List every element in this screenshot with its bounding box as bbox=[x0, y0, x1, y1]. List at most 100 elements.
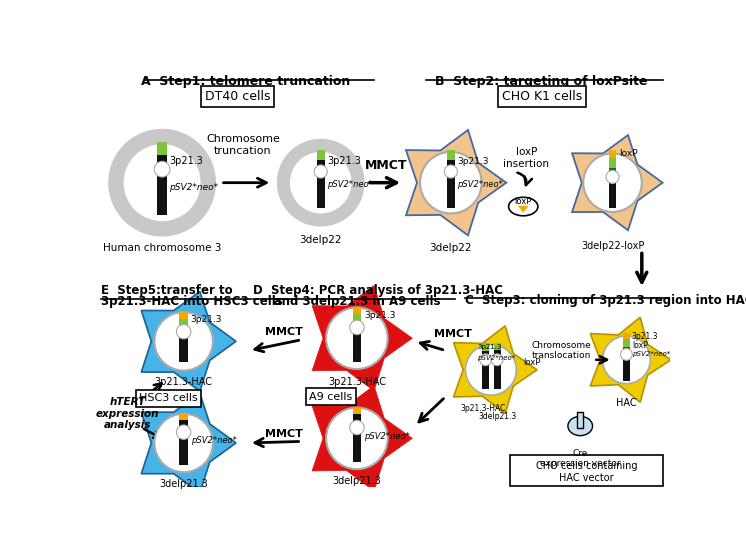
Text: loxP: loxP bbox=[515, 197, 532, 206]
Text: C  Step3: cloning of 3p21.3 region into HAC: C Step3: cloning of 3p21.3 region into H… bbox=[465, 294, 746, 306]
Bar bbox=[609, 158, 616, 168]
Bar bbox=[494, 343, 501, 350]
Bar bbox=[353, 423, 361, 432]
Text: 3delp21.3: 3delp21.3 bbox=[333, 476, 381, 486]
Polygon shape bbox=[312, 286, 413, 391]
Text: A9 cells: A9 cells bbox=[309, 392, 352, 401]
Text: Cre
expression vector: Cre expression vector bbox=[540, 449, 621, 468]
Bar bbox=[353, 408, 361, 415]
Bar bbox=[494, 343, 501, 389]
Bar bbox=[180, 327, 188, 333]
Text: pSV2*neo*: pSV2*neo* bbox=[327, 180, 373, 189]
Polygon shape bbox=[312, 386, 413, 491]
Text: 3p21.3: 3p21.3 bbox=[477, 344, 501, 350]
Text: 3p21.3: 3p21.3 bbox=[632, 332, 658, 341]
Text: 3p21.3: 3p21.3 bbox=[364, 311, 395, 319]
Text: B  Step2: targeting of loxPsite: B Step2: targeting of loxPsite bbox=[436, 75, 648, 88]
Text: 3p21.3: 3p21.3 bbox=[327, 156, 361, 166]
Bar bbox=[623, 347, 630, 353]
Text: pSV2*neo*: pSV2*neo* bbox=[169, 183, 218, 192]
Circle shape bbox=[606, 170, 619, 183]
Circle shape bbox=[480, 354, 492, 366]
Polygon shape bbox=[454, 326, 537, 414]
Text: pSV2*neo*: pSV2*neo* bbox=[477, 355, 515, 361]
Bar bbox=[157, 164, 166, 174]
Text: E  Step5:transfer to: E Step5:transfer to bbox=[101, 284, 233, 298]
Circle shape bbox=[177, 425, 191, 439]
Bar bbox=[447, 150, 455, 160]
Ellipse shape bbox=[154, 312, 213, 370]
Polygon shape bbox=[518, 206, 529, 213]
Ellipse shape bbox=[420, 152, 482, 213]
Bar bbox=[180, 428, 188, 437]
Bar bbox=[609, 150, 616, 208]
Polygon shape bbox=[590, 317, 671, 402]
Ellipse shape bbox=[466, 345, 516, 395]
Circle shape bbox=[350, 420, 364, 435]
Bar bbox=[609, 150, 616, 158]
Text: loxP: loxP bbox=[523, 358, 540, 368]
Bar bbox=[353, 313, 361, 322]
Text: pSV2*neo*: pSV2*neo* bbox=[190, 436, 236, 445]
Text: HAC: HAC bbox=[616, 398, 637, 408]
Text: loxP: loxP bbox=[632, 341, 648, 350]
Bar bbox=[482, 356, 489, 363]
Bar bbox=[353, 307, 361, 313]
Text: Human chromosome 3: Human chromosome 3 bbox=[103, 243, 222, 253]
Text: 3delp22: 3delp22 bbox=[430, 243, 472, 253]
Polygon shape bbox=[141, 393, 236, 493]
Ellipse shape bbox=[509, 197, 538, 216]
Bar bbox=[353, 407, 361, 414]
Text: loxP
insertion: loxP insertion bbox=[504, 147, 549, 169]
Bar bbox=[494, 356, 501, 363]
Circle shape bbox=[108, 129, 216, 237]
Bar bbox=[609, 168, 616, 174]
Circle shape bbox=[177, 324, 191, 339]
Text: pSV2*neo*: pSV2*neo* bbox=[632, 351, 670, 357]
Text: HSC3 cells: HSC3 cells bbox=[139, 393, 198, 403]
Text: MMCT: MMCT bbox=[365, 159, 407, 172]
Text: 3p21.3-HAC: 3p21.3-HAC bbox=[154, 377, 213, 387]
Circle shape bbox=[491, 354, 503, 366]
Bar bbox=[623, 333, 630, 381]
Circle shape bbox=[445, 165, 457, 178]
Text: loxP: loxP bbox=[619, 149, 638, 158]
Polygon shape bbox=[141, 292, 236, 391]
Text: and 3delp21.3 in A9 cells: and 3delp21.3 in A9 cells bbox=[253, 295, 440, 308]
Text: Chromosome
truncation: Chromosome truncation bbox=[206, 134, 280, 156]
Bar bbox=[157, 142, 166, 155]
Ellipse shape bbox=[326, 307, 388, 369]
Polygon shape bbox=[572, 135, 662, 230]
Circle shape bbox=[350, 320, 364, 335]
Text: hTERT
expression
analysis: hTERT expression analysis bbox=[95, 397, 159, 430]
Bar bbox=[353, 307, 361, 362]
Bar bbox=[180, 312, 188, 363]
Ellipse shape bbox=[326, 408, 388, 469]
Text: 3p21.3: 3p21.3 bbox=[457, 156, 489, 166]
Bar bbox=[353, 322, 361, 329]
Ellipse shape bbox=[568, 416, 592, 435]
Text: D  Step4: PCR analysis of 3p21.3-HAC: D Step4: PCR analysis of 3p21.3-HAC bbox=[253, 284, 503, 298]
Circle shape bbox=[314, 165, 327, 178]
Circle shape bbox=[277, 139, 365, 226]
Bar bbox=[447, 150, 455, 208]
Bar bbox=[447, 167, 455, 176]
Ellipse shape bbox=[154, 414, 213, 472]
Circle shape bbox=[154, 161, 170, 177]
Text: MMCT: MMCT bbox=[434, 329, 471, 339]
Text: CHO cells containing
HAC vector: CHO cells containing HAC vector bbox=[536, 462, 637, 483]
Text: 3p21.3-HAC: 3p21.3-HAC bbox=[328, 377, 386, 387]
Bar bbox=[157, 142, 166, 216]
Text: 3delp22-loxP: 3delp22-loxP bbox=[581, 241, 645, 251]
Text: 3p21.3: 3p21.3 bbox=[190, 315, 222, 324]
FancyBboxPatch shape bbox=[510, 455, 662, 486]
Bar bbox=[623, 339, 630, 347]
Bar bbox=[317, 150, 325, 160]
Bar bbox=[180, 312, 188, 319]
Bar bbox=[180, 413, 188, 420]
Text: 3p21.3-HAC: 3p21.3-HAC bbox=[460, 404, 506, 414]
Text: DT40 cells: DT40 cells bbox=[205, 90, 270, 103]
Text: 3p21.3: 3p21.3 bbox=[169, 156, 203, 166]
Text: A  Step1: telomere truncation: A Step1: telomere truncation bbox=[141, 75, 350, 88]
Bar bbox=[482, 343, 489, 389]
